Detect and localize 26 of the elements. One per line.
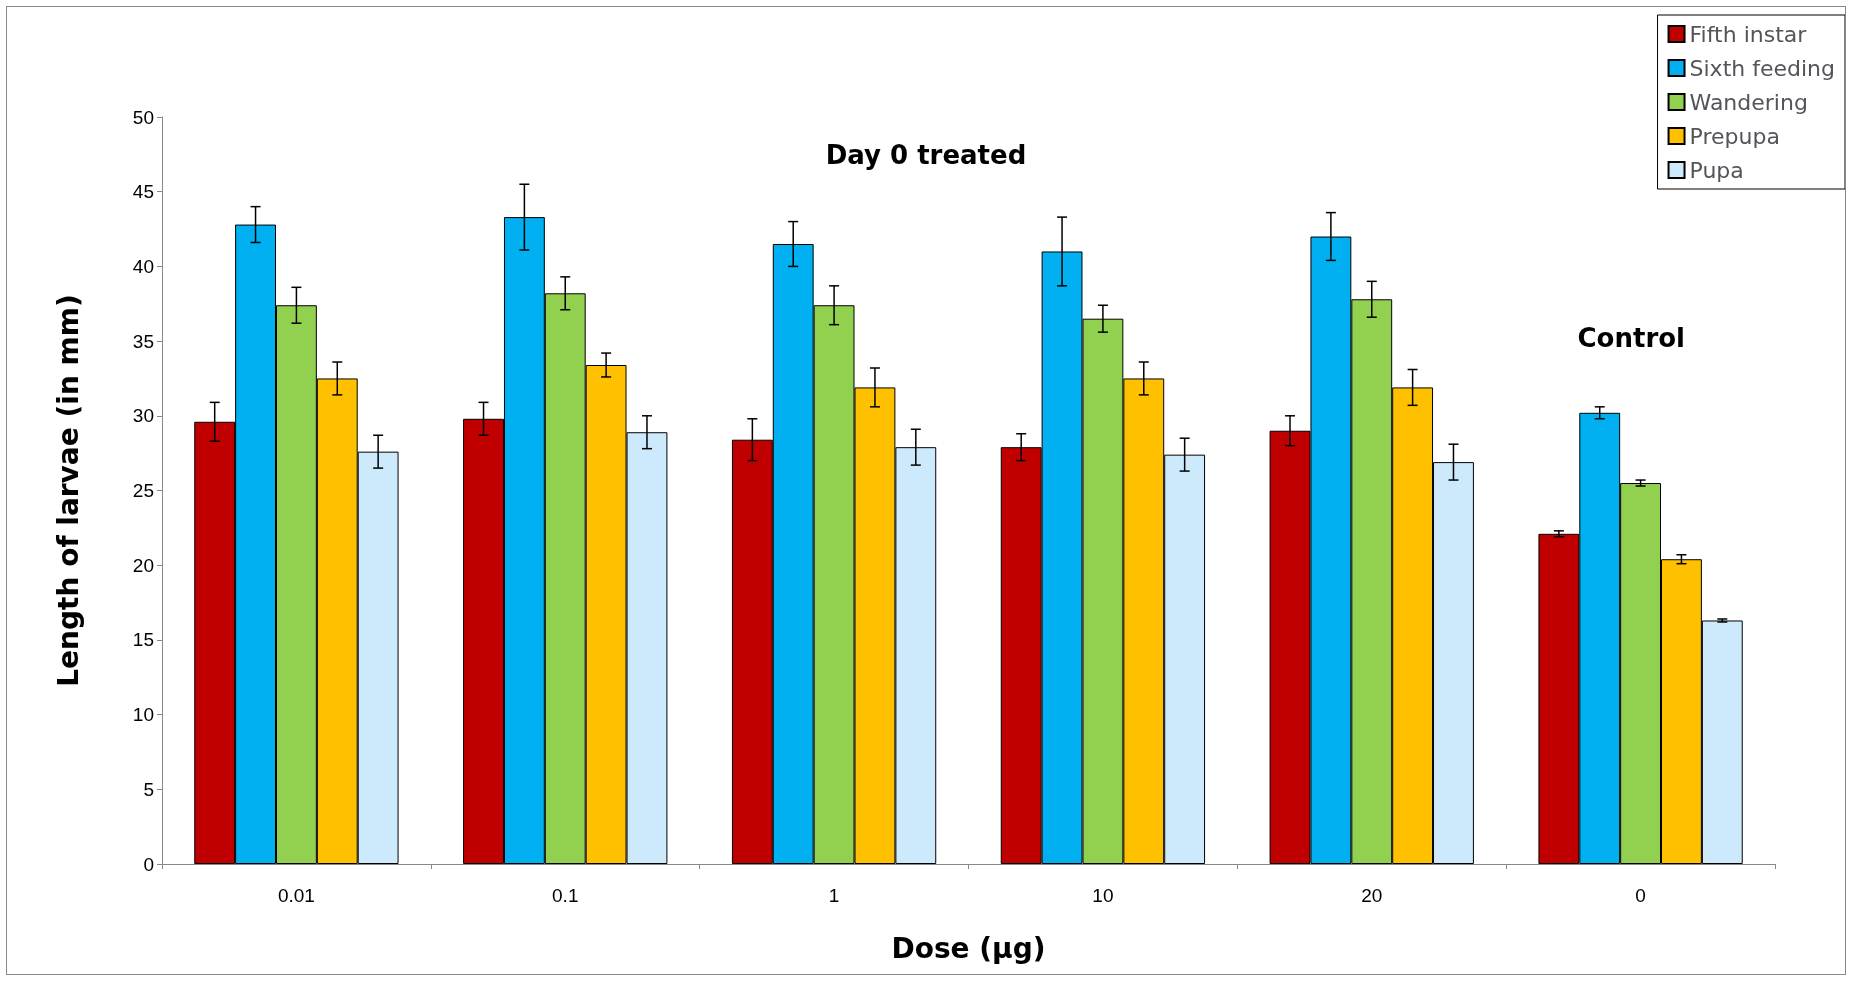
- y-tick-label: 0: [143, 853, 154, 875]
- y-tick-label: 5: [143, 778, 154, 800]
- annotation: Control: [1577, 323, 1686, 353]
- x-tick-label: 10: [1092, 885, 1114, 906]
- legend-label: Fifth instar: [1689, 21, 1808, 47]
- y-tick-label: 40: [132, 255, 154, 277]
- y-tick-label: 45: [132, 181, 154, 203]
- y-tick-label: 20: [132, 554, 154, 576]
- y-tick-label: 25: [132, 480, 154, 501]
- x-tick-label: 0.1: [552, 885, 579, 906]
- y-tick-label: 10: [132, 704, 154, 726]
- y-tick-label: 50: [132, 106, 154, 128]
- x-tick-label: 20: [1361, 885, 1383, 906]
- y-tick-label: 35: [132, 330, 154, 352]
- x-tick-label: 0.01: [277, 885, 315, 906]
- y-tick-label: 30: [132, 405, 154, 427]
- legend-label: Wandering: [1689, 89, 1808, 115]
- x-tick-label: 0: [1635, 885, 1646, 906]
- legend-label: Prepupa: [1689, 123, 1780, 149]
- y-axis-title: Length of larvae (in mm): [51, 294, 85, 687]
- x-tick-label: 1: [828, 885, 840, 906]
- annotation: Day 0 treated: [825, 140, 1027, 170]
- legend-label: Sixth feeding: [1689, 55, 1836, 81]
- x-axis-title: Dose (µg): [891, 931, 1046, 965]
- y-tick-label: 15: [132, 629, 154, 651]
- legend-label: Pupa: [1689, 157, 1744, 183]
